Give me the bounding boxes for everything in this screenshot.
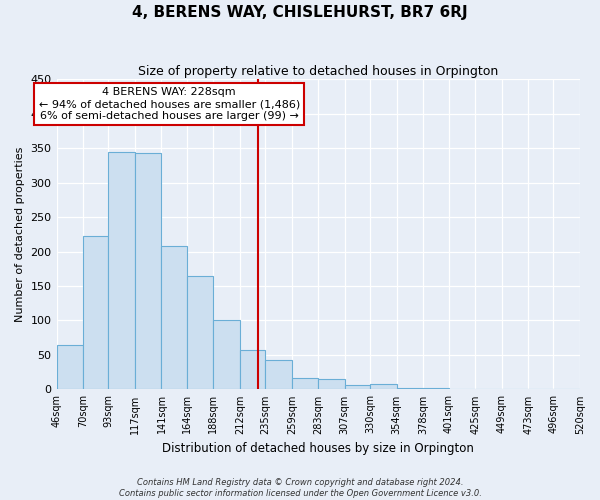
Text: Contains HM Land Registry data © Crown copyright and database right 2024.
Contai: Contains HM Land Registry data © Crown c… bbox=[119, 478, 481, 498]
Bar bbox=[187, 276, 214, 390]
Text: 4, BERENS WAY, CHISLEHURST, BR7 6RJ: 4, BERENS WAY, CHISLEHURST, BR7 6RJ bbox=[132, 5, 468, 20]
Y-axis label: Number of detached properties: Number of detached properties bbox=[15, 146, 25, 322]
Bar bbox=[161, 246, 187, 390]
Title: Size of property relative to detached houses in Orpington: Size of property relative to detached ho… bbox=[138, 65, 499, 78]
Bar bbox=[475, 388, 502, 390]
X-axis label: Distribution of detached houses by size in Orpington: Distribution of detached houses by size … bbox=[163, 442, 474, 455]
Bar bbox=[240, 350, 265, 390]
Bar bbox=[397, 388, 423, 390]
Bar bbox=[135, 153, 161, 390]
Bar bbox=[214, 320, 240, 390]
Bar bbox=[83, 236, 109, 390]
Bar bbox=[56, 344, 83, 390]
Bar bbox=[265, 360, 292, 390]
Bar bbox=[109, 152, 135, 390]
Bar bbox=[370, 384, 397, 390]
Bar bbox=[553, 388, 580, 390]
Bar bbox=[292, 378, 318, 390]
Bar bbox=[318, 379, 345, 390]
Bar bbox=[345, 384, 370, 390]
Text: 4 BERENS WAY: 228sqm
← 94% of detached houses are smaller (1,486)
6% of semi-det: 4 BERENS WAY: 228sqm ← 94% of detached h… bbox=[38, 88, 300, 120]
Bar bbox=[423, 388, 449, 390]
